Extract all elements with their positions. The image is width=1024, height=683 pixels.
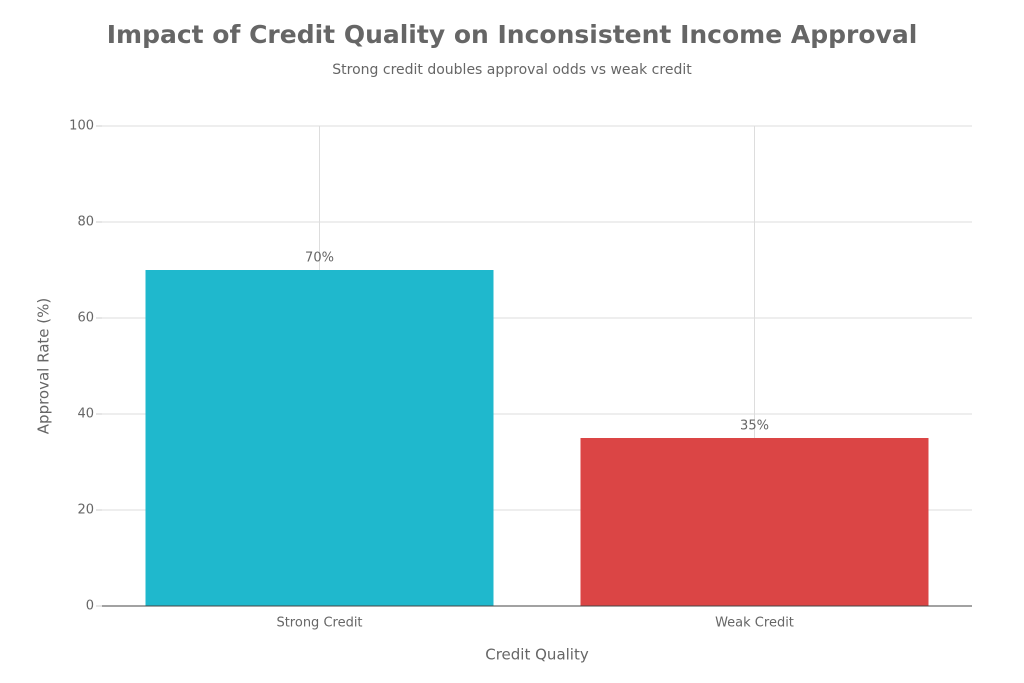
bar [580, 438, 929, 606]
chart-title: Impact of Credit Quality on Inconsistent… [107, 20, 918, 49]
y-axis-label: Approval Rate (%) [35, 298, 53, 434]
y-tick-label: 20 [77, 503, 94, 518]
chart-subtitle: Strong credit doubles approval odds vs w… [332, 62, 692, 78]
x-tick-label: Strong Credit [276, 616, 362, 631]
y-tick-label: 60 [77, 311, 94, 326]
y-tick-label: 40 [77, 407, 94, 422]
x-axis-label: Credit Quality [485, 646, 589, 664]
value-label: 70% [305, 251, 334, 266]
value-label: 35% [740, 419, 769, 434]
x-tick-label: Weak Credit [715, 616, 794, 631]
y-tick-label: 100 [69, 119, 94, 134]
bar [145, 270, 494, 606]
y-tick-label: 0 [86, 599, 94, 614]
y-tick-label: 80 [77, 215, 94, 230]
